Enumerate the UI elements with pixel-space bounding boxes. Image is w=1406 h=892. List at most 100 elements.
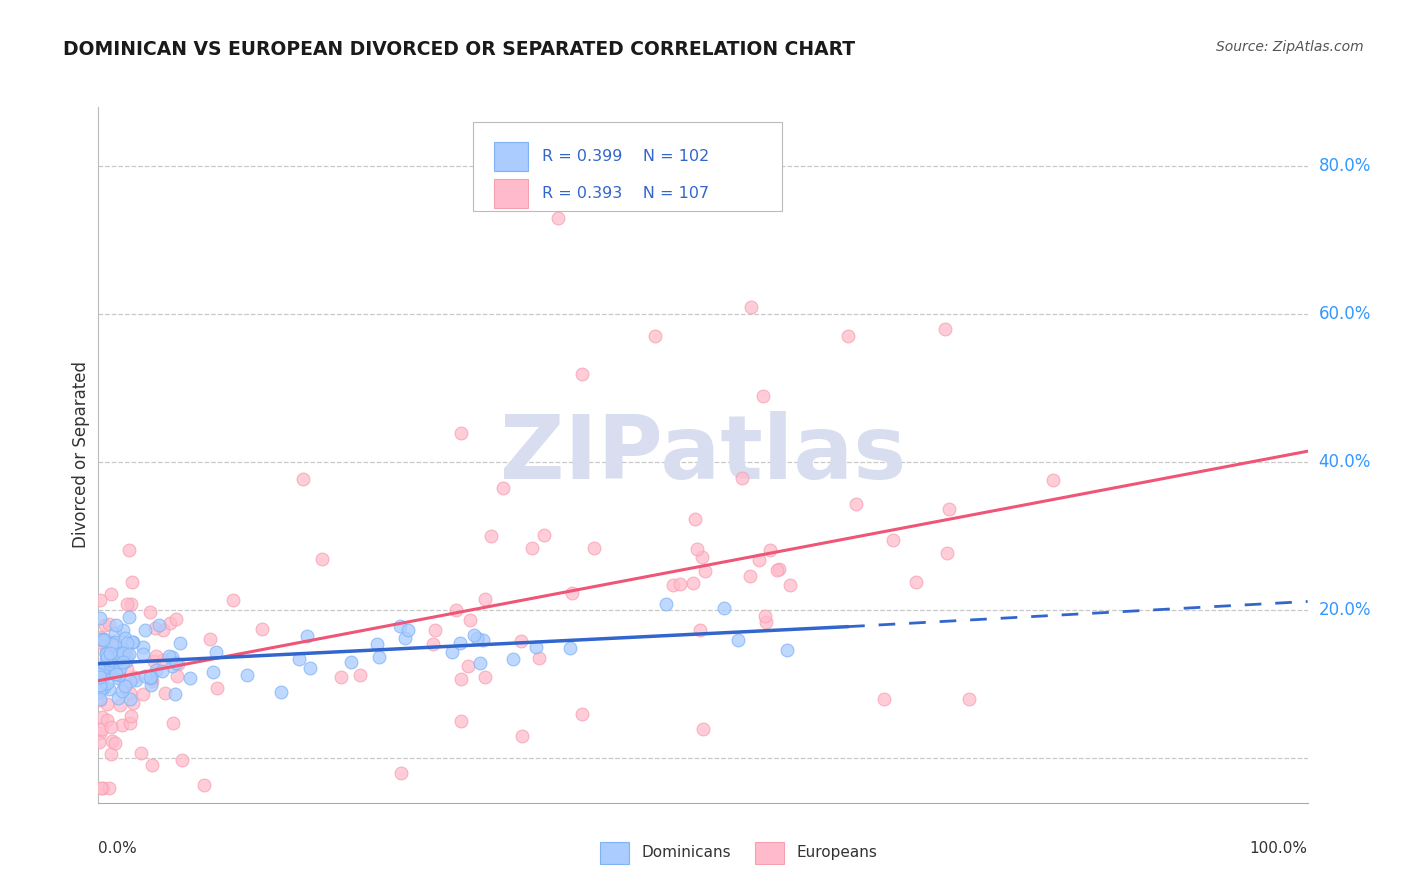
Point [644,329,666,343]
Point [134,669,156,683]
Text: Source: ZipAtlas.com: Source: ZipAtlas.com [1216,40,1364,54]
Point [222,592,245,607]
Point [446,602,468,616]
Point [104,736,127,750]
Point [104,635,127,649]
Point [329,670,352,684]
Point [115,597,138,611]
Point [108,647,131,661]
Point [111,650,134,665]
Point [104,618,127,632]
Text: ZIPatlas: ZIPatlas [501,411,905,499]
Point [297,629,319,643]
Point [115,640,138,654]
Point [165,612,187,626]
Point [90,682,112,697]
Point [115,662,138,676]
Point [145,648,167,663]
Point [159,648,181,663]
Point [120,673,142,688]
Point [145,663,167,677]
Point [87,735,110,749]
Point [682,575,704,590]
Point [160,659,183,673]
Point [98,666,121,681]
Point [349,668,371,682]
Point [470,656,492,670]
Point [91,780,114,795]
Point [91,663,114,677]
Point [90,634,112,648]
Point [139,678,162,692]
Point [121,634,143,648]
Point [449,636,471,650]
Point [129,746,152,760]
Point [93,680,115,694]
Point [935,546,957,560]
Point [748,553,770,567]
Point [450,714,472,729]
Point [683,512,706,526]
Point [96,649,118,664]
Point [108,698,131,713]
Point [100,653,122,667]
Text: Dominicans: Dominicans [641,846,731,861]
Point [179,672,201,686]
Point [115,648,138,663]
Point [172,753,194,767]
Point [311,552,333,566]
Point [957,692,980,706]
Point [527,650,550,665]
Point [112,646,135,660]
Point [727,633,749,648]
Point [152,623,174,637]
Text: 0.0%: 0.0% [98,841,138,856]
Point [465,631,488,645]
FancyBboxPatch shape [755,842,785,864]
Point [236,668,259,682]
Point [107,647,129,661]
Point [479,529,502,543]
Point [111,684,134,698]
Point [108,668,131,682]
Text: Europeans: Europeans [796,846,877,861]
Point [101,635,124,649]
Point [112,646,135,660]
Point [662,578,685,592]
Point [474,670,496,684]
Point [131,648,153,662]
Point [89,611,111,625]
Point [103,663,125,677]
Point [115,654,138,668]
Point [422,637,444,651]
Point [93,658,115,673]
Point [339,655,361,669]
Point [450,425,472,440]
Point [100,635,122,649]
Point [152,653,174,667]
Point [167,657,190,672]
Point [904,575,927,590]
Point [89,726,111,740]
Point [89,677,111,691]
Point [141,674,163,689]
Point [97,682,120,697]
Point [138,670,160,684]
Point [692,722,714,736]
Point [394,632,416,646]
Point [463,628,485,642]
FancyBboxPatch shape [494,178,527,208]
Point [472,632,495,647]
Point [100,587,122,601]
Point [440,645,463,659]
Point [766,563,789,577]
Point [121,696,143,710]
Point [193,778,215,792]
Point [201,665,224,679]
Point [205,645,228,659]
Point [94,617,117,632]
Point [93,632,115,646]
Point [367,650,389,665]
Point [111,623,134,637]
Point [112,678,135,692]
